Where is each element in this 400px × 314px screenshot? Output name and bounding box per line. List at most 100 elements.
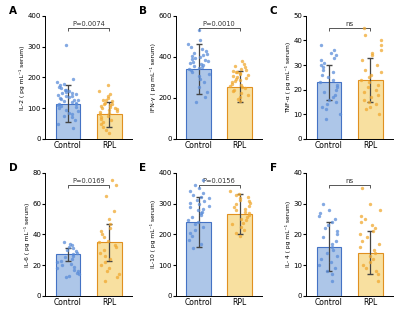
Point	[373, 269, 380, 274]
Text: F: F	[270, 163, 277, 173]
Point	[318, 43, 324, 48]
Point	[375, 82, 382, 87]
Bar	[228, 87, 252, 139]
Point	[66, 95, 72, 100]
Point	[196, 74, 202, 79]
Point	[189, 246, 196, 251]
Point	[189, 233, 195, 238]
Bar	[97, 242, 122, 296]
Point	[58, 258, 64, 263]
Point	[64, 247, 70, 252]
Point	[360, 97, 367, 102]
Point	[239, 84, 245, 89]
Point	[242, 65, 248, 70]
Point	[361, 25, 368, 30]
Point	[246, 213, 252, 218]
Point	[233, 77, 240, 82]
Bar	[56, 104, 80, 139]
Point	[58, 103, 64, 108]
Point	[62, 88, 69, 93]
Point	[97, 112, 103, 117]
Y-axis label: IL- 4 ( pg mL⁻¹ serum): IL- 4 ( pg mL⁻¹ serum)	[285, 201, 291, 268]
Point	[63, 94, 69, 99]
Point	[63, 107, 70, 112]
Point	[323, 107, 329, 112]
Point	[62, 275, 69, 280]
Point	[233, 202, 240, 207]
Point	[61, 113, 67, 118]
Point	[96, 89, 102, 94]
Point	[230, 74, 236, 79]
Point	[316, 210, 323, 215]
Text: P=0.0074: P=0.0074	[72, 21, 105, 27]
Point	[240, 62, 247, 67]
Point	[245, 92, 252, 97]
Point	[113, 244, 120, 249]
Point	[369, 53, 376, 58]
Point	[321, 60, 327, 65]
Point	[56, 106, 62, 111]
Point	[186, 205, 193, 210]
Point	[195, 219, 202, 225]
Point	[246, 198, 252, 203]
Point	[102, 253, 108, 258]
Point	[324, 269, 330, 274]
Point	[243, 76, 250, 81]
Point	[200, 178, 207, 183]
Point	[96, 240, 102, 245]
Point	[237, 94, 243, 99]
Point	[98, 103, 104, 108]
Point	[318, 57, 324, 62]
Point	[198, 194, 204, 199]
Point	[322, 117, 329, 122]
Point	[195, 208, 201, 213]
Point	[68, 261, 75, 266]
Point	[232, 230, 239, 235]
Point	[329, 219, 336, 225]
Point	[358, 213, 364, 218]
Point	[112, 106, 118, 111]
Point	[366, 260, 373, 265]
Point	[105, 238, 111, 243]
Point	[365, 85, 372, 90]
Point	[376, 241, 382, 246]
Point	[232, 63, 239, 68]
Point	[367, 201, 374, 206]
Point	[329, 244, 336, 249]
Point	[68, 93, 75, 98]
Point	[334, 253, 340, 258]
Point	[366, 80, 372, 85]
Point	[200, 198, 207, 203]
Point	[58, 91, 65, 96]
Point	[107, 92, 114, 97]
Point	[58, 86, 64, 91]
Point	[59, 263, 65, 268]
Point	[98, 116, 104, 122]
Bar	[317, 247, 342, 296]
Point	[102, 100, 108, 105]
Point	[228, 81, 235, 86]
Text: C: C	[270, 6, 278, 16]
Point	[324, 250, 331, 255]
Point	[231, 87, 238, 92]
Point	[105, 94, 111, 99]
Point	[336, 112, 343, 117]
Point	[330, 70, 336, 75]
Text: P=0.0156: P=0.0156	[203, 178, 236, 184]
Point	[328, 50, 335, 55]
Point	[186, 237, 192, 242]
Point	[56, 102, 62, 107]
Point	[63, 42, 69, 47]
Point	[202, 57, 208, 62]
Point	[378, 70, 384, 75]
Point	[202, 48, 209, 53]
Point	[364, 235, 371, 240]
Point	[318, 73, 325, 78]
Point	[188, 70, 195, 75]
Point	[114, 106, 120, 111]
Point	[245, 73, 252, 78]
Point	[105, 130, 112, 135]
Point	[245, 194, 252, 199]
Point	[230, 68, 236, 73]
Point	[186, 200, 193, 205]
